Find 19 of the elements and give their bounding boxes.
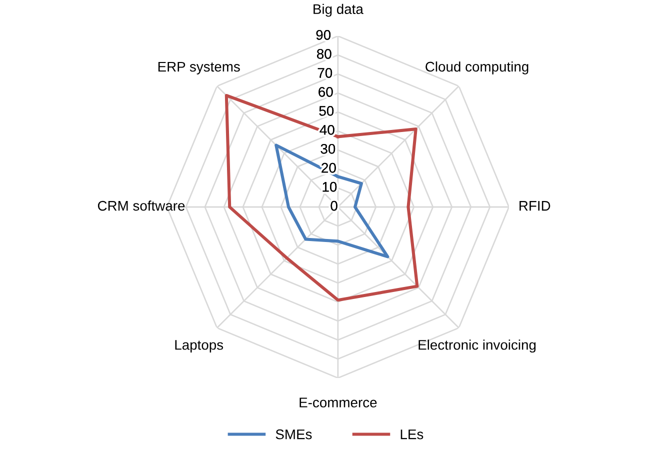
y-tick-label: 70 — [318, 68, 332, 78]
y-tick-label: 60 — [318, 86, 333, 97]
spoke-label: Laptops — [175, 340, 224, 353]
y-tick-label: 10 — [322, 182, 337, 192]
y-tick-label: 30 — [320, 144, 336, 154]
y-tick-label: 20 — [322, 162, 336, 173]
y-tick-label: 0 — [330, 200, 338, 211]
legend-label: SMEs — [276, 429, 312, 440]
spoke-label: RFID — [520, 201, 550, 211]
spoke-label: E-commerce — [300, 398, 377, 408]
legend-label: LEs — [400, 430, 424, 440]
spoke-label: Electronic invoicing — [418, 340, 536, 353]
y-tick-label: 50 — [319, 106, 334, 116]
spoke-label: ERP systems — [158, 62, 240, 74]
spoke-label: CRM software — [98, 200, 185, 211]
y-tick-label: 90 — [316, 30, 331, 40]
spoke-label: Cloud computing — [426, 61, 528, 74]
spoke-label: Big data — [314, 4, 364, 17]
y-tick-label: 80 — [317, 49, 332, 59]
